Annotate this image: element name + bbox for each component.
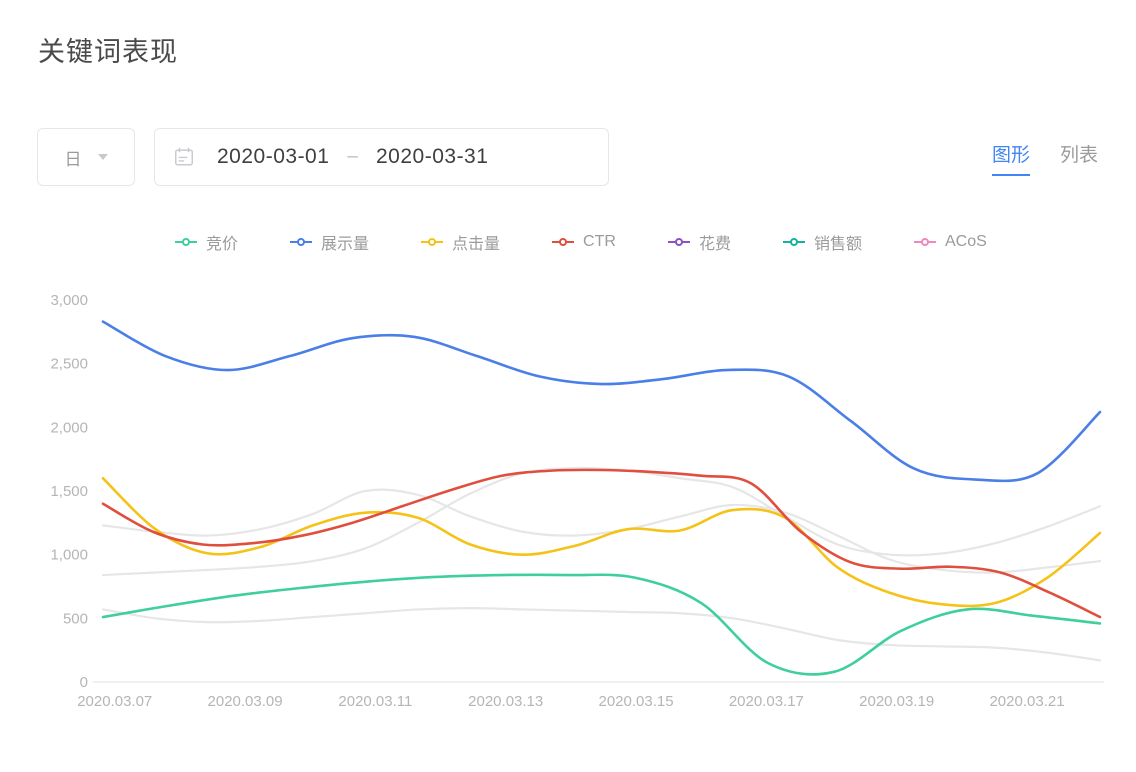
x-axis-tick-label: 2020.03.19 <box>859 693 934 710</box>
x-axis-tick-label: 2020.03.07 <box>77 693 152 710</box>
series-line-active <box>101 468 1102 619</box>
y-axis-tick-label: 1,000 <box>50 547 88 564</box>
legend-marker-icon <box>667 237 690 247</box>
legend-marker-icon <box>421 237 444 247</box>
series-line-active <box>101 573 1102 676</box>
y-axis-tick-label: 3,000 <box>50 292 88 309</box>
date-end-value[interactable]: 2020-03-31 <box>376 145 489 168</box>
tab-chart[interactable]: 图形 <box>991 140 1030 176</box>
series-line-muted <box>101 466 1102 577</box>
legend-label: 花费 <box>698 236 731 253</box>
date-range-picker[interactable]: 2020-03-01 – 2020-03-31 <box>154 128 609 186</box>
legend-item[interactable]: 点击量 <box>421 230 500 254</box>
legend-marker-icon <box>290 237 313 247</box>
series-line-active <box>101 320 1102 483</box>
legend-label: CTR <box>583 233 616 250</box>
legend-label: 销售额 <box>813 236 862 253</box>
legend-marker-icon <box>552 237 575 247</box>
legend-item[interactable]: CTR <box>552 233 616 251</box>
page-title: 关键词表现 <box>38 37 178 67</box>
legend-marker-icon <box>175 237 197 247</box>
granularity-select[interactable]: 日 <box>37 128 135 186</box>
x-axis-tick-label: 2020.03.15 <box>598 693 673 710</box>
toolbar: 日 2020-03-01 – 2020-03-31 <box>37 128 609 186</box>
view-tabs: 图形 列表 <box>991 140 1098 176</box>
legend-item[interactable]: 展示量 <box>290 230 369 254</box>
series-line-muted <box>101 607 1102 662</box>
legend-item[interactable]: ACoS <box>913 233 987 251</box>
y-axis-tick-label: 2,500 <box>50 356 88 373</box>
legend-label: 展示量 <box>321 236 370 253</box>
series-line-active <box>101 476 1102 608</box>
x-axis-tick-label: 2020.03.09 <box>208 693 283 710</box>
calendar-icon <box>175 147 193 166</box>
y-axis-tick-label: 1,500 <box>50 483 88 500</box>
legend-label: 点击量 <box>452 236 501 253</box>
x-axis-tick-label: 2020.03.17 <box>729 693 804 710</box>
legend-marker-icon <box>913 237 936 247</box>
series-line-muted <box>101 488 1102 574</box>
chevron-down-icon <box>97 154 108 160</box>
legend-marker-icon <box>782 237 805 247</box>
legend-item[interactable]: 竞价 <box>175 230 238 254</box>
tab-list[interactable]: 列表 <box>1059 145 1098 166</box>
legend-label: ACoS <box>944 233 987 250</box>
x-axis-tick-label: 2020.03.13 <box>468 693 543 710</box>
legend-label: 竞价 <box>206 236 239 253</box>
x-axis-tick-label: 2020.03.21 <box>989 693 1064 710</box>
chart-legend: 竞价 展示量 点击量 CTR 花费 销售额 ACoS <box>175 230 1039 254</box>
date-range-separator: – <box>347 146 358 167</box>
y-axis-tick-label: 0 <box>80 674 88 691</box>
x-axis-tick-label: 2020.03.11 <box>338 693 412 710</box>
y-axis-tick-label: 2,000 <box>50 419 88 436</box>
date-start-value[interactable]: 2020-03-01 <box>217 145 330 168</box>
granularity-label: 日 <box>64 149 82 169</box>
legend-item[interactable]: 花费 <box>667 230 731 254</box>
legend-item[interactable]: 销售额 <box>782 230 862 254</box>
y-axis-tick-label: 500 <box>63 610 88 627</box>
